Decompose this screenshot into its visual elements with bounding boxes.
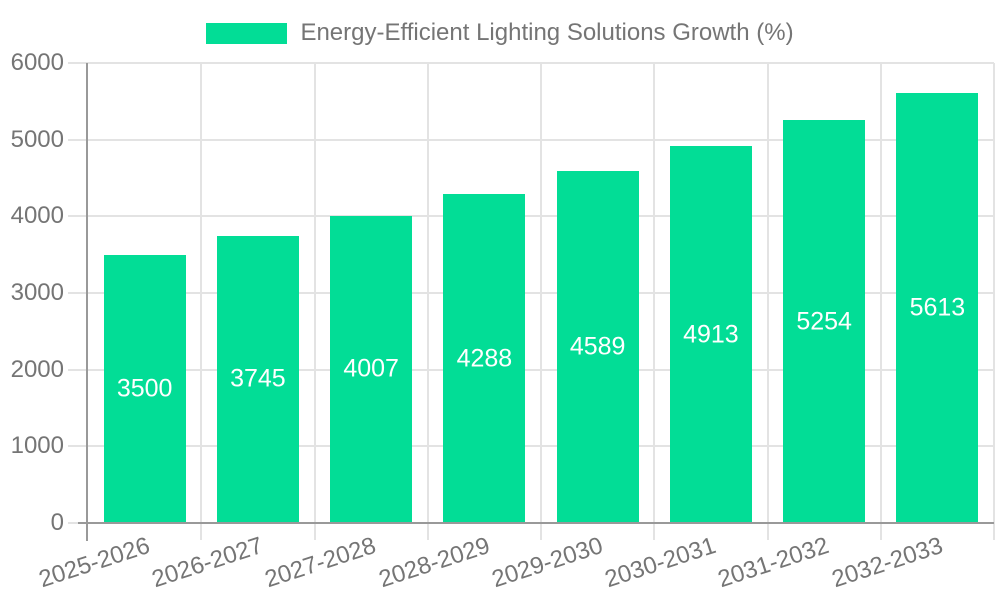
y-gridline	[68, 292, 994, 294]
x-gridline	[766, 63, 769, 540]
bar-value-label: 4007	[343, 354, 399, 383]
y-axis-tick-label: 1000	[10, 432, 64, 460]
y-axis-tick-label: 0	[50, 509, 64, 536]
bar-value-label: 5613	[909, 293, 966, 322]
legend[interactable]: Energy-Efficient Lighting Solutions Grow…	[0, 19, 1000, 47]
bar[interactable]	[556, 171, 639, 523]
legend-label: Energy-Efficient Lighting Solutions Grow…	[300, 19, 794, 46]
bar[interactable]	[103, 254, 186, 523]
y-axis-tick-label: 5000	[10, 125, 64, 153]
y-axis-tick-label: 6000	[10, 49, 64, 76]
bar-value-label: 3745	[230, 364, 286, 393]
y-axis-tick-label: 4000	[10, 202, 64, 230]
y-axis-tick-label: 3000	[10, 279, 64, 306]
x-gridline	[426, 63, 429, 540]
bar-value-label: 4913	[683, 320, 739, 349]
x-gridline	[540, 63, 542, 540]
y-gridline	[68, 445, 994, 448]
x-gridline	[313, 63, 316, 540]
bar-value-label: 4589	[569, 332, 626, 361]
bar[interactable]	[216, 235, 299, 523]
bar[interactable]	[330, 215, 413, 523]
x-axis-tick-label: 2031-2032	[714, 532, 833, 594]
x-axis-tick-label: 2026-2027	[148, 532, 267, 594]
bar-value-label: 4288	[456, 344, 513, 373]
bar[interactable]	[443, 194, 526, 523]
plot-area: 0 1000 2000 3000 4000 5000 6000 3500 3745 4007 428…	[11, 49, 995, 593]
legend-swatch-icon	[206, 22, 288, 44]
x-gridline	[653, 63, 656, 540]
y-axis-line	[86, 63, 88, 541]
bar[interactable]	[783, 120, 866, 523]
x-axis-line	[78, 522, 994, 524]
bar-value-label: 5254	[796, 307, 852, 336]
x-axis-tick-label: 2025-2026	[35, 532, 153, 594]
y-axis-tick-label: 2000	[10, 355, 64, 383]
x-axis-tick-label: 2029-2030	[488, 532, 606, 594]
y-gridline	[68, 62, 994, 64]
bar[interactable]	[896, 92, 979, 523]
x-axis-tick-label: 2028-2029	[375, 532, 493, 594]
x-axis-tick-label: 2030-2031	[601, 532, 720, 594]
y-gridline	[68, 215, 994, 218]
bar[interactable]	[669, 146, 752, 523]
x-axis-tick-label: 2027-2028	[261, 532, 380, 594]
y-gridline	[68, 368, 994, 371]
x-gridline	[200, 63, 203, 540]
x-gridline	[993, 63, 995, 540]
x-axis-tick-label: 2032-2033	[828, 532, 946, 594]
bar-value-label: 3500	[116, 374, 173, 403]
x-gridline	[879, 63, 882, 540]
y-gridline	[68, 138, 994, 141]
